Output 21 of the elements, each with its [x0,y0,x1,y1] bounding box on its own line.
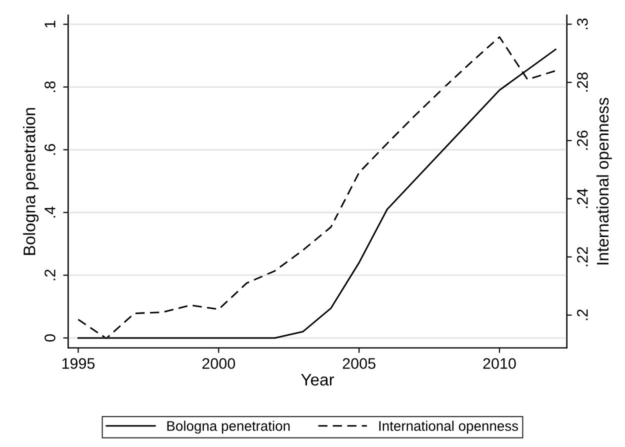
x-axis-title: Year [301,374,334,386]
y-tick-label: 0 [44,334,56,342]
legend-label: International openness [379,420,518,434]
legend-label: Bologna penetration [167,420,290,434]
y2-axis-title: International openness [596,98,612,264]
x-tick-label: 2010 [483,358,516,369]
y2-tick-label: .28 [577,72,588,92]
x-tick-label: 2005 [342,358,376,369]
y-tick-label: .4 [44,206,56,218]
x-tick-label: 2000 [202,358,236,369]
y-tick-label: .8 [44,81,56,92]
y2-tick-label: .24 [577,188,588,208]
y-tick-label: .6 [44,144,56,155]
y-axis-title: Bologna penetration [23,108,39,255]
y2-tick-label: .22 [577,247,588,266]
y-tick-label: .2 [44,270,56,280]
y2-tick-label: .3 [577,18,588,30]
x-tick-label: 1995 [62,358,95,369]
y-tick-label: 1 [44,20,56,28]
y2-tick-label: .26 [577,130,588,150]
y2-tick-label: .2 [577,310,588,320]
